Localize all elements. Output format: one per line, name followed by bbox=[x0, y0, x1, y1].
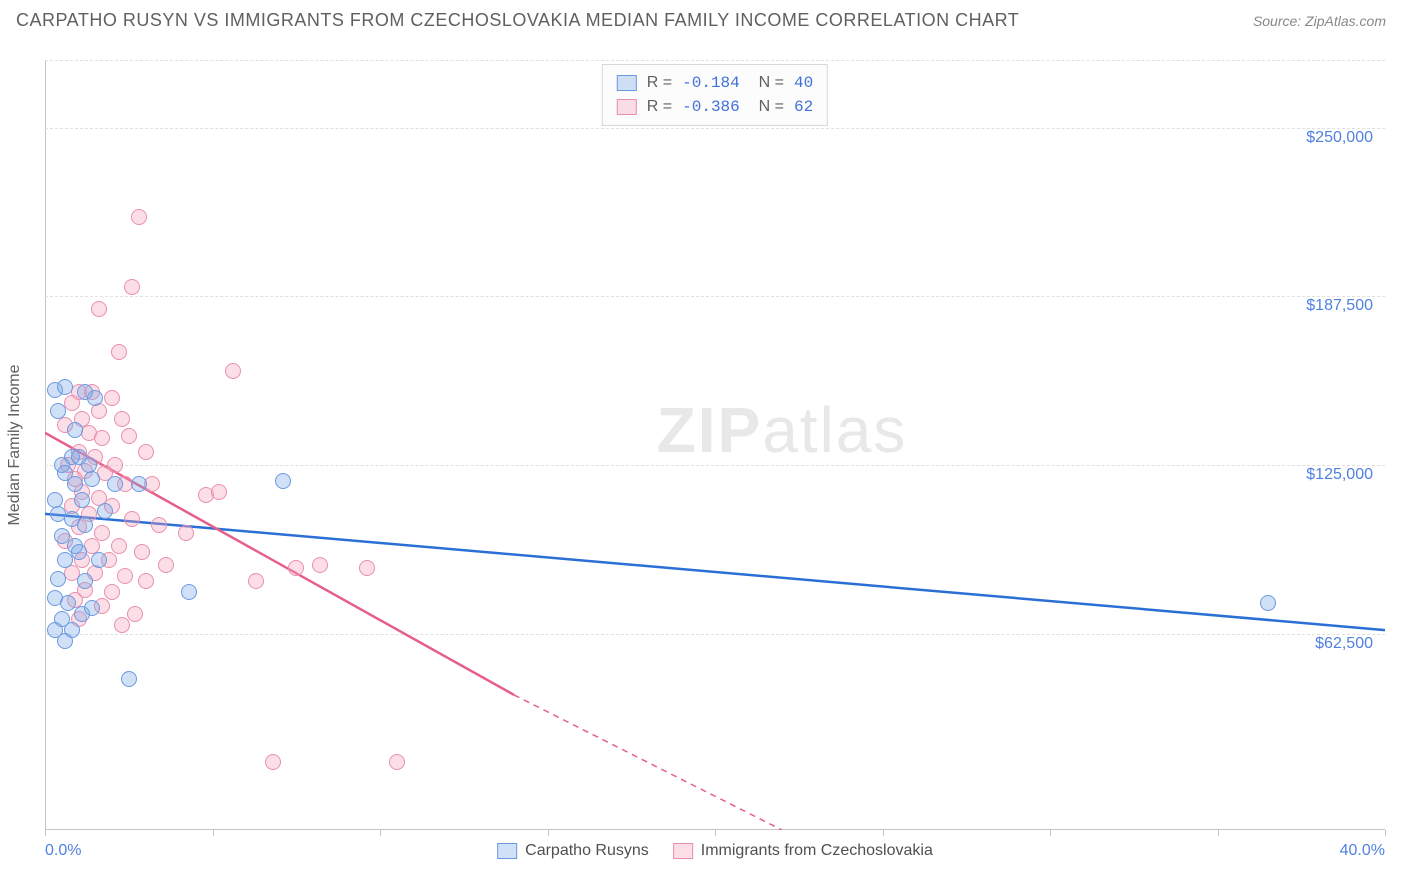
stats-row-blue: R = -0.184 N = 40 bbox=[617, 71, 813, 95]
scatter-point-pink bbox=[225, 363, 241, 379]
swatch-blue bbox=[617, 75, 637, 91]
scatter-point-pink bbox=[124, 511, 140, 527]
y-tick-label: $62,500 bbox=[1315, 635, 1373, 653]
legend-label-blue: Carpatho Rusyns bbox=[525, 842, 649, 860]
blue-n: 40 bbox=[794, 71, 813, 95]
scatter-point-pink bbox=[158, 557, 174, 573]
pink-r: -0.386 bbox=[682, 95, 740, 119]
scatter-point-pink bbox=[104, 584, 120, 600]
scatter-point-pink bbox=[288, 560, 304, 576]
x-tick-mark bbox=[1385, 830, 1386, 836]
gridline bbox=[45, 634, 1385, 635]
scatter-point-blue bbox=[275, 473, 291, 489]
stats-row-pink: R = -0.386 N = 62 bbox=[617, 95, 813, 119]
x-tick-mark bbox=[213, 830, 214, 836]
scatter-point-blue bbox=[84, 600, 100, 616]
y-tick-label: $187,500 bbox=[1306, 297, 1373, 315]
scatter-point-blue bbox=[107, 476, 123, 492]
scatter-point-pink bbox=[104, 390, 120, 406]
swatch-pink bbox=[617, 99, 637, 115]
chart-title: CARPATHO RUSYN VS IMMIGRANTS FROM CZECHO… bbox=[16, 10, 1019, 31]
x-tick-mark bbox=[715, 830, 716, 836]
scatter-point-blue bbox=[50, 403, 66, 419]
scatter-point-pink bbox=[114, 617, 130, 633]
scatter-point-pink bbox=[359, 560, 375, 576]
scatter-point-blue bbox=[57, 633, 73, 649]
scatter-point-pink bbox=[178, 525, 194, 541]
gridline bbox=[45, 465, 1385, 466]
scatter-point-blue bbox=[91, 552, 107, 568]
scatter-point-blue bbox=[131, 476, 147, 492]
scatter-point-pink bbox=[312, 557, 328, 573]
n-label: N = bbox=[750, 71, 784, 95]
x-tick-mark bbox=[1218, 830, 1219, 836]
chart-source: Source: ZipAtlas.com bbox=[1253, 13, 1386, 29]
r-label: R = bbox=[647, 95, 672, 119]
scatter-point-pink bbox=[138, 444, 154, 460]
chart-area: Median Family Income ZIPatlas $62,500$12… bbox=[45, 60, 1385, 830]
scatter-point-blue bbox=[77, 517, 93, 533]
scatter-point-pink bbox=[127, 606, 143, 622]
gridline bbox=[45, 296, 1385, 297]
scatter-point-blue bbox=[60, 595, 76, 611]
scatter-point-pink bbox=[138, 573, 154, 589]
gridline bbox=[45, 60, 1385, 61]
scatter-point-pink bbox=[389, 754, 405, 770]
scatter-point-blue bbox=[77, 573, 93, 589]
scatter-point-blue bbox=[84, 471, 100, 487]
scatter-point-pink bbox=[265, 754, 281, 770]
bottom-legend: Carpatho Rusyns Immigrants from Czechosl… bbox=[497, 842, 933, 860]
legend-item-blue: Carpatho Rusyns bbox=[497, 842, 649, 860]
scatter-point-pink bbox=[211, 484, 227, 500]
scatter-point-blue bbox=[87, 390, 103, 406]
scatter-point-blue bbox=[181, 584, 197, 600]
scatter-point-pink bbox=[124, 279, 140, 295]
x-tick-mark bbox=[380, 830, 381, 836]
y-axis-title: Median Family Income bbox=[6, 365, 24, 526]
blue-r: -0.184 bbox=[682, 71, 740, 95]
x-tick-mark bbox=[1050, 830, 1051, 836]
scatter-point-pink bbox=[91, 301, 107, 317]
x-tick-mark bbox=[883, 830, 884, 836]
swatch-blue-icon bbox=[497, 843, 517, 859]
swatch-pink-icon bbox=[673, 843, 693, 859]
scatter-point-blue bbox=[74, 492, 90, 508]
gridline bbox=[45, 128, 1385, 129]
x-tick-mark bbox=[548, 830, 549, 836]
scatter-point-pink bbox=[94, 525, 110, 541]
scatter-point-blue bbox=[50, 571, 66, 587]
scatter-point-blue bbox=[57, 379, 73, 395]
chart-header: CARPATHO RUSYN VS IMMIGRANTS FROM CZECHO… bbox=[0, 0, 1406, 31]
plot-rect bbox=[45, 60, 1385, 830]
scatter-point-pink bbox=[131, 209, 147, 225]
scatter-point-blue bbox=[121, 671, 137, 687]
x-tick-mark bbox=[45, 830, 46, 836]
scatter-point-blue bbox=[97, 503, 113, 519]
n-label: N = bbox=[750, 95, 784, 119]
scatter-point-pink bbox=[117, 568, 133, 584]
legend-item-pink: Immigrants from Czechoslovakia bbox=[673, 842, 933, 860]
scatter-point-pink bbox=[134, 544, 150, 560]
legend-label-pink: Immigrants from Czechoslovakia bbox=[701, 842, 933, 860]
scatter-point-pink bbox=[248, 573, 264, 589]
scatter-point-pink bbox=[121, 428, 137, 444]
y-tick-label: $250,000 bbox=[1306, 129, 1373, 147]
r-label: R = bbox=[647, 71, 672, 95]
scatter-point-blue bbox=[67, 422, 83, 438]
scatter-point-blue bbox=[71, 544, 87, 560]
scatter-point-pink bbox=[111, 344, 127, 360]
stats-legend: R = -0.184 N = 40 R = -0.386 N = 62 bbox=[602, 64, 828, 126]
x-max-label: 40.0% bbox=[1340, 842, 1385, 860]
scatter-point-pink bbox=[111, 538, 127, 554]
scatter-point-pink bbox=[94, 430, 110, 446]
y-tick-label: $125,000 bbox=[1306, 466, 1373, 484]
scatter-point-blue bbox=[67, 476, 83, 492]
x-min-label: 0.0% bbox=[45, 842, 81, 860]
scatter-point-pink bbox=[114, 411, 130, 427]
pink-n: 62 bbox=[794, 95, 813, 119]
scatter-point-pink bbox=[151, 517, 167, 533]
scatter-point-blue bbox=[1260, 595, 1276, 611]
